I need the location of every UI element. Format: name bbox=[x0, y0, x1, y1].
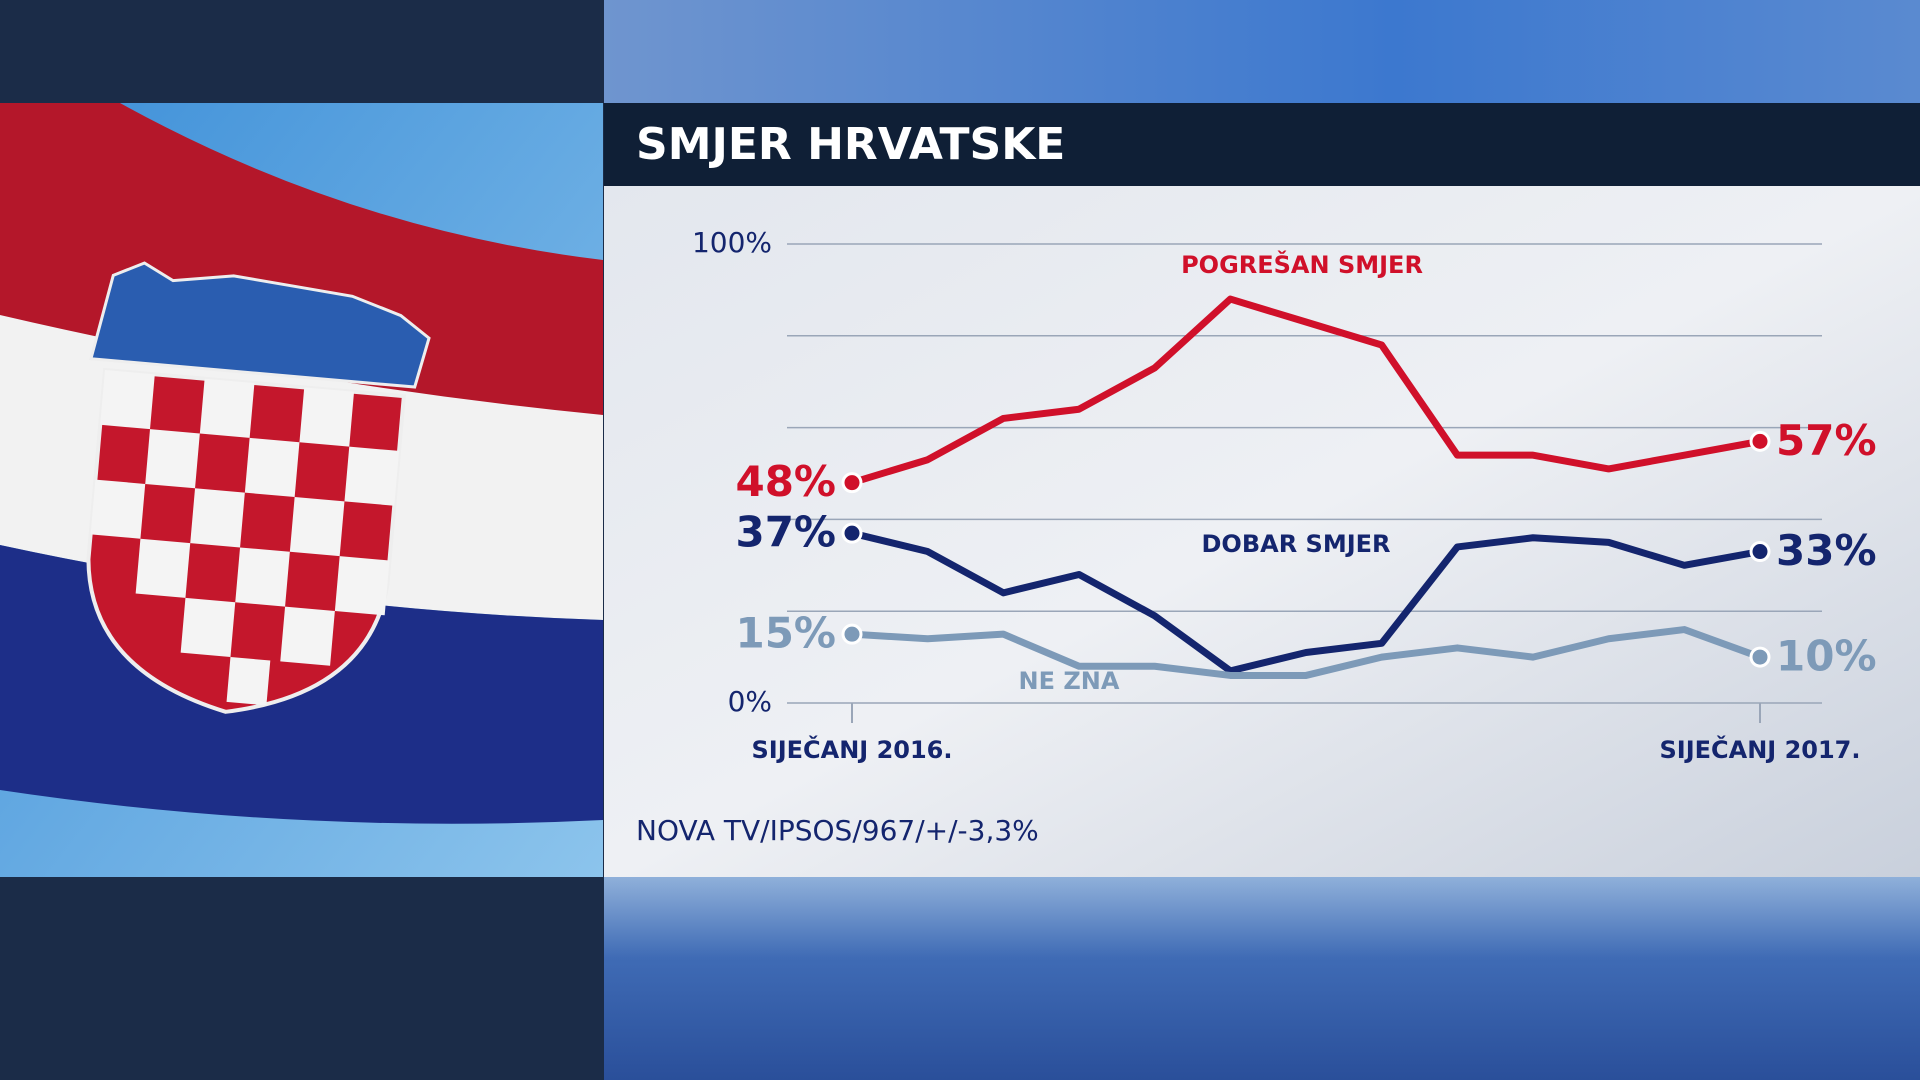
line bbox=[848, 295, 1764, 487]
series-label: NE ZNA bbox=[1019, 667, 1120, 695]
value-label: 15% bbox=[735, 609, 836, 658]
value-label: 37% bbox=[735, 508, 836, 557]
source: NOVA TV/IPSOS/967/+/-3,3% bbox=[636, 814, 1039, 847]
value-label: 10% bbox=[1776, 632, 1877, 681]
line bbox=[848, 529, 1764, 675]
point bbox=[841, 472, 863, 494]
x-tick-label: SIJEČANJ 2017. bbox=[1659, 734, 1860, 764]
bottom-band bbox=[604, 877, 1920, 1080]
point bbox=[841, 623, 863, 645]
series-label: DOBAR SMJER bbox=[1202, 530, 1391, 558]
chart-panel bbox=[604, 186, 1920, 877]
line bbox=[848, 626, 1764, 679]
chart-title: SMJER HRVATSKE bbox=[636, 119, 1065, 170]
value-label: 33% bbox=[1776, 526, 1877, 575]
top-band bbox=[604, 0, 1920, 103]
flag bbox=[0, 103, 603, 877]
point bbox=[841, 522, 863, 544]
series-label: POGREŠAN SMJER bbox=[1181, 249, 1423, 279]
value-label: 48% bbox=[735, 457, 836, 506]
y-tick-label: 0% bbox=[728, 685, 772, 718]
plot: 0% 100% SIJEČANJ 2016. SIJEČANJ 2017. POGREŠ… bbox=[692, 226, 1877, 764]
point bbox=[1749, 646, 1771, 668]
title-bar bbox=[604, 103, 1920, 186]
point bbox=[1749, 541, 1771, 563]
x-tick-label: SIJEČANJ 2016. bbox=[751, 734, 952, 764]
value-label: 57% bbox=[1776, 416, 1877, 465]
point bbox=[1749, 430, 1771, 452]
y-tick-label: 100% bbox=[692, 226, 772, 259]
